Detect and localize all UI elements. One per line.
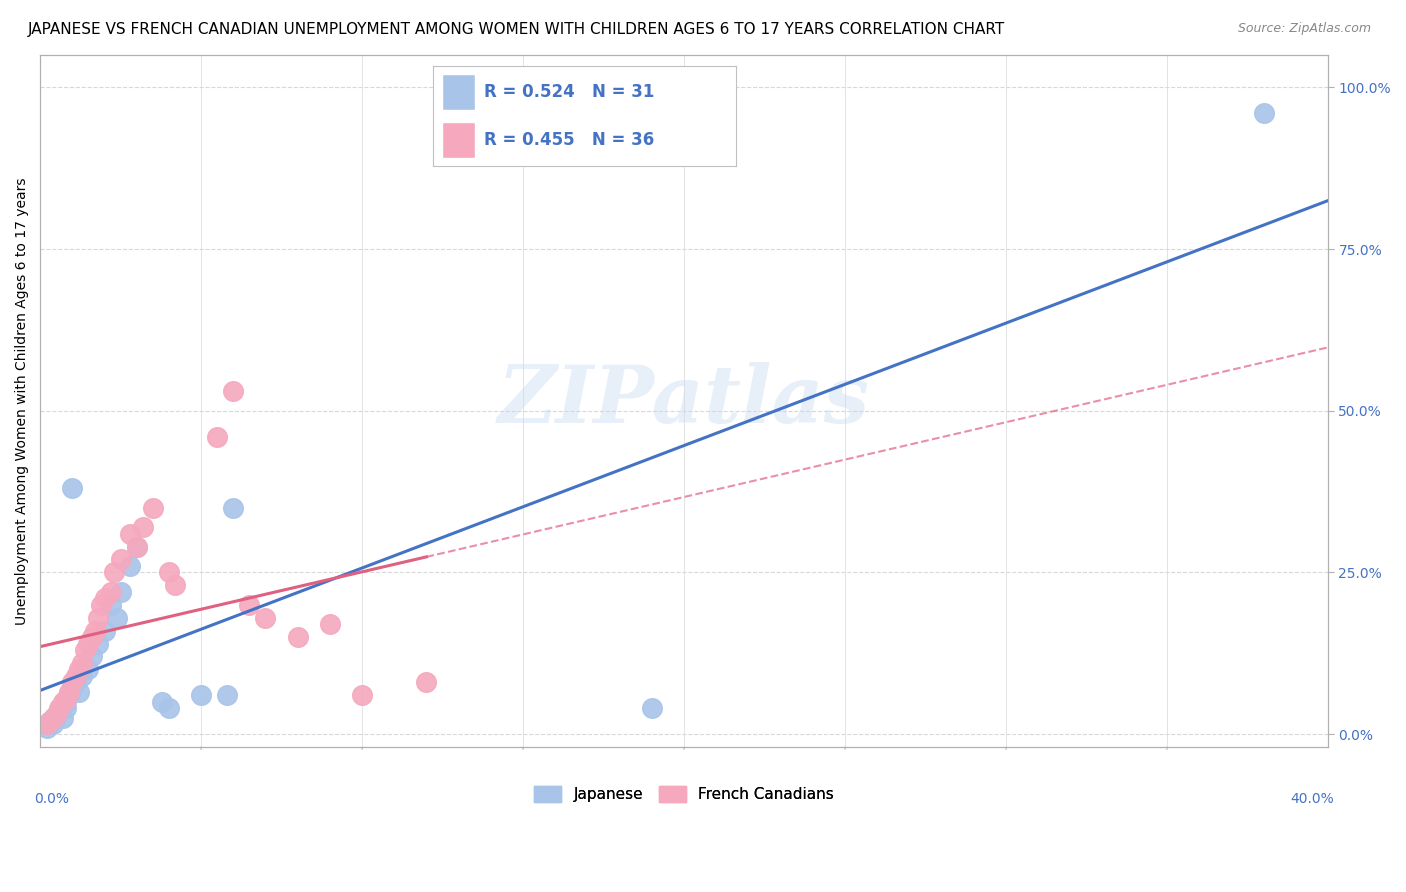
Point xyxy=(125,540,148,554)
Point xyxy=(125,540,148,554)
Text: JAPANESE VS FRENCH CANADIAN UNEMPLOYMENT AMONG WOMEN WITH CHILDREN AGES 6 TO 17 : JAPANESE VS FRENCH CANADIAN UNEMPLOYMENT… xyxy=(28,22,1005,37)
Point xyxy=(110,584,132,599)
Point xyxy=(120,558,142,573)
Point xyxy=(110,552,132,566)
Point xyxy=(67,662,90,676)
Point xyxy=(45,707,67,722)
Point xyxy=(352,688,374,702)
Text: Source: ZipAtlas.com: Source: ZipAtlas.com xyxy=(1237,22,1371,36)
Point xyxy=(190,688,212,702)
Point xyxy=(65,669,87,683)
Point xyxy=(157,701,180,715)
Text: 0.0%: 0.0% xyxy=(34,792,69,806)
Point xyxy=(77,662,100,676)
Point xyxy=(319,617,342,632)
Point xyxy=(48,701,70,715)
Point xyxy=(58,685,80,699)
Point xyxy=(42,717,65,731)
Point xyxy=(93,624,115,638)
Point xyxy=(70,656,93,670)
Y-axis label: Unemployment Among Women with Children Ages 6 to 17 years: Unemployment Among Women with Children A… xyxy=(15,178,30,624)
Point xyxy=(60,681,83,696)
Point xyxy=(100,598,122,612)
Point xyxy=(105,610,128,624)
Point xyxy=(87,610,110,624)
Text: ZIPatlas: ZIPatlas xyxy=(498,362,870,440)
Point xyxy=(93,591,115,606)
Point xyxy=(67,685,90,699)
Point xyxy=(205,429,228,443)
Point xyxy=(55,701,77,715)
Point xyxy=(60,675,83,690)
Point xyxy=(52,695,75,709)
Text: 40.0%: 40.0% xyxy=(1291,792,1334,806)
Point xyxy=(165,578,187,592)
Point xyxy=(55,691,77,706)
Point xyxy=(45,711,67,725)
Point xyxy=(222,500,245,515)
Point xyxy=(65,675,87,690)
Point xyxy=(152,695,174,709)
Point xyxy=(287,630,309,644)
Point xyxy=(142,500,165,515)
Point xyxy=(120,526,142,541)
Point xyxy=(35,721,58,735)
Point xyxy=(80,630,103,644)
Point xyxy=(52,711,75,725)
Point xyxy=(60,481,83,495)
Point xyxy=(38,714,60,728)
Point xyxy=(238,598,260,612)
Point xyxy=(132,520,155,534)
Point xyxy=(48,705,70,719)
Point xyxy=(77,636,100,650)
Point xyxy=(58,688,80,702)
Point xyxy=(45,707,67,722)
Point xyxy=(38,714,60,728)
Point xyxy=(83,624,105,638)
Point xyxy=(415,675,437,690)
Point xyxy=(1253,106,1275,120)
Point xyxy=(42,711,65,725)
Point xyxy=(35,717,58,731)
Point xyxy=(75,643,97,657)
Point xyxy=(215,688,238,702)
Legend: Japanese, French Canadians: Japanese, French Canadians xyxy=(527,780,841,808)
Point xyxy=(103,566,125,580)
Point xyxy=(157,566,180,580)
Point xyxy=(80,649,103,664)
Point xyxy=(87,636,110,650)
Point xyxy=(90,598,112,612)
Point xyxy=(70,669,93,683)
Point xyxy=(55,695,77,709)
Point xyxy=(254,610,277,624)
Point xyxy=(641,701,664,715)
Point xyxy=(100,584,122,599)
Point xyxy=(222,384,245,399)
